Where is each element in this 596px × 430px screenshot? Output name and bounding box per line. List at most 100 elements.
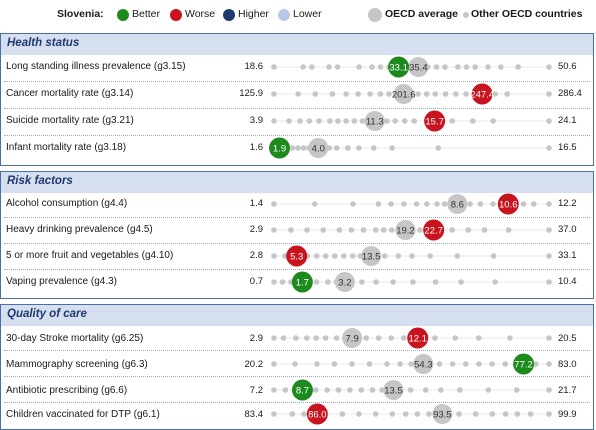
oecd-average-label: 11.3 <box>366 116 384 127</box>
oecd-average-dot <box>432 404 453 424</box>
row-max-value: 24.1 <box>558 115 577 126</box>
other-country-dot <box>369 64 375 70</box>
min-country-dot <box>271 279 277 285</box>
other-country-dot <box>465 227 472 233</box>
legend-title: Slovenia: <box>57 8 104 20</box>
other-country-dot <box>502 361 509 367</box>
other-country-dot <box>329 91 336 97</box>
other-country-dot <box>436 361 443 367</box>
other-country-dot <box>481 227 488 233</box>
min-country-dot <box>271 253 277 259</box>
other-country-dot <box>369 387 376 393</box>
other-country-dot <box>397 361 403 367</box>
other-country-dot <box>381 253 388 259</box>
other-country-dot <box>313 253 320 259</box>
other-country-dot <box>452 335 459 341</box>
row-label: 30-day Stroke mortality (g6.25) <box>6 333 144 344</box>
other-country-dot <box>377 91 384 97</box>
panel-title: Health status <box>7 37 80 49</box>
row-min-value: 0.7 <box>249 276 263 287</box>
other-country-dot <box>457 387 463 393</box>
other-country-dot <box>282 387 289 393</box>
other-country-dot <box>377 64 384 70</box>
max-country-dot <box>546 361 552 367</box>
other-country-dot <box>530 201 537 207</box>
other-country-dot <box>435 145 442 151</box>
row-min-value: 20.2 <box>244 359 264 370</box>
oecd-average-label: 7.9 <box>346 333 359 344</box>
other-country-dot <box>427 253 433 259</box>
min-country-dot <box>271 91 277 97</box>
other-country-dot <box>386 91 392 97</box>
other-country-dot <box>306 118 313 124</box>
other-country-dot <box>449 118 456 124</box>
other-country-dot <box>475 335 482 341</box>
other-country-dot <box>492 279 498 285</box>
other-country-dot <box>358 387 365 393</box>
row-separator <box>4 108 590 109</box>
legend-worse-label: Worse <box>185 8 216 20</box>
legend-better-label: Better <box>132 8 161 20</box>
other-country-dot <box>527 411 534 417</box>
row-label: Heavy drinking prevalence (g4.5) <box>6 224 153 235</box>
row-max-value: 83.0 <box>558 359 577 370</box>
slovenia-value-label: 8.7 <box>296 385 309 396</box>
other-country-dot <box>384 361 390 367</box>
other-country-dot <box>322 335 329 341</box>
row-separator <box>4 350 590 351</box>
oecd-average-dot <box>408 57 429 77</box>
other-country-dot <box>388 227 395 233</box>
other-country-dot <box>390 279 396 285</box>
other-country-dot <box>515 64 521 70</box>
slovenia-value-label: 22.7 <box>424 225 443 236</box>
other-country-dot <box>401 201 407 207</box>
slovenia-value-label: 10.6 <box>499 199 518 210</box>
min-country-dot <box>271 387 277 393</box>
other-country-dot <box>438 387 444 393</box>
slovenia-value-label: 247.4 <box>470 89 494 100</box>
legend-lower-swatch <box>278 9 290 21</box>
slovenia-value-label: 15.7 <box>425 116 444 127</box>
other-country-dot <box>356 64 362 70</box>
min-country-dot <box>271 335 277 341</box>
other-country-dot <box>279 279 286 285</box>
other-country-dot <box>366 361 373 367</box>
other-country-dot <box>455 64 461 70</box>
other-country-dot <box>423 91 430 97</box>
other-country-dot <box>375 335 382 341</box>
slovenia-value-label: 33.1 <box>389 62 408 73</box>
min-country-dot <box>271 64 277 70</box>
slovenia-dot <box>286 245 308 267</box>
other-country-dot <box>463 91 469 97</box>
other-country-dot <box>372 227 379 233</box>
row-max-value: 99.9 <box>558 409 577 420</box>
other-country-dot <box>326 64 332 70</box>
other-country-dot <box>341 253 347 259</box>
legend-worse-swatch <box>170 9 182 21</box>
legend-other-swatch <box>463 12 469 18</box>
legend-lower-label: Lower <box>293 8 322 20</box>
other-country-dot <box>289 411 296 417</box>
other-country-dot <box>379 387 385 393</box>
slovenia-dot <box>291 271 313 293</box>
other-country-dot <box>334 64 341 70</box>
other-country-dot <box>389 411 396 417</box>
row-separator <box>4 376 590 377</box>
min-country-dot <box>271 361 277 367</box>
row-max-value: 21.7 <box>558 385 577 396</box>
other-country-dot <box>476 361 482 367</box>
oecd-average-label: 54.3 <box>414 359 433 370</box>
max-country-dot <box>546 387 552 393</box>
row-label: Alcohol consumption (g4.4) <box>6 198 128 209</box>
slovenia-dot <box>513 353 535 375</box>
other-country-dot <box>410 279 416 285</box>
other-country-dot <box>432 335 438 341</box>
other-country-dot <box>441 201 448 207</box>
slovenia-dot <box>424 110 446 132</box>
row-max-value: 12.2 <box>558 198 577 209</box>
oecd-average-dot <box>342 328 363 348</box>
other-country-dot <box>472 64 478 70</box>
other-country-dot <box>322 253 329 259</box>
oecd-average-dot <box>395 220 416 240</box>
